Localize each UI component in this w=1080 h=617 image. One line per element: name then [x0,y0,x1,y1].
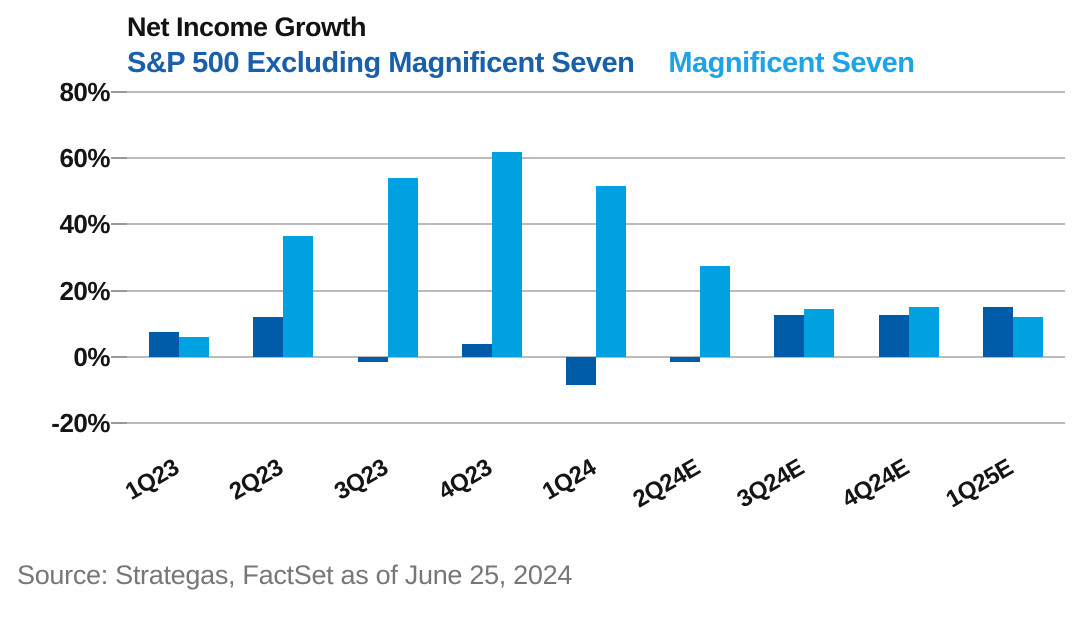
gridline-60% [127,157,1065,160]
y-tick-80% [111,91,127,93]
chart-legend: S&P 500 Excluding Magnificent Seven Magn… [127,47,915,80]
x-axis-label-3Q24E: 3Q24E [732,453,809,514]
y-axis-label-0%: 0% [73,341,110,372]
y-tick-40% [111,223,127,226]
bar-mag7-3Q24E [804,308,835,357]
legend-item-mag7: Magnificent Seven [668,47,915,79]
y-axis-label--20%: -20% [51,408,110,438]
bar-mag7-2Q24E [700,265,731,357]
bar-mag7-2Q23 [283,235,314,357]
bar-mag7-4Q24E [908,307,939,357]
bar-sp500-ex-mag7-4Q23 [461,343,492,357]
x-axis-label-1Q23: 1Q23 [120,453,184,506]
bar-sp500-ex-mag7-4Q24E [878,315,909,357]
gridline-80% [127,91,1065,93]
x-axis-label-1Q25E: 1Q25E [941,453,1018,514]
bar-mag7-1Q23 [179,336,210,357]
bar-sp500-ex-mag7-3Q24E [774,315,805,357]
x-axis-label-3Q23: 3Q23 [329,453,393,506]
gridline--20% [127,422,1065,424]
bar-sp500-ex-mag7-1Q25E [982,307,1013,357]
bar-mag7-1Q24 [596,186,626,357]
y-tick-20% [111,289,127,292]
y-axis-label-20%: 20% [59,275,110,306]
bar-mag7-4Q23 [491,151,522,357]
x-axis-label-4Q24E: 4Q24E [837,453,914,514]
y-axis-label-80%: 80% [59,77,110,107]
bar-mag7-1Q25E [1012,317,1043,357]
y-tick-0% [111,355,127,358]
bar-mag7-3Q23 [387,178,418,357]
y-axis-label-60%: 60% [59,143,110,174]
bar-sp500-ex-mag7-1Q23 [149,331,180,357]
bar-sp500-ex-mag7-3Q23 [357,356,388,362]
bar-sp500-ex-mag7-2Q24E [670,356,701,362]
chart-title: Net Income Growth [127,12,367,42]
y-tick--20% [111,422,127,424]
x-axis-label-2Q23: 2Q23 [225,453,288,506]
bar-sp500-ex-mag7-2Q23 [253,317,284,357]
x-axis-label-1Q24: 1Q24 [537,453,601,506]
x-axis-label-2Q24E: 2Q24E [628,453,705,514]
gridline-0% [127,355,1065,358]
y-tick-60% [111,157,127,160]
legend-item-sp500-ex-mag7: S&P 500 Excluding Magnificent Seven [127,47,635,79]
x-axis-label-4Q23: 4Q23 [433,453,497,506]
y-axis-label-40%: 40% [59,209,110,240]
bar-sp500-ex-mag7-1Q24 [566,356,596,385]
source-note: Source: Strategas, FactSet as of June 25… [17,560,573,590]
